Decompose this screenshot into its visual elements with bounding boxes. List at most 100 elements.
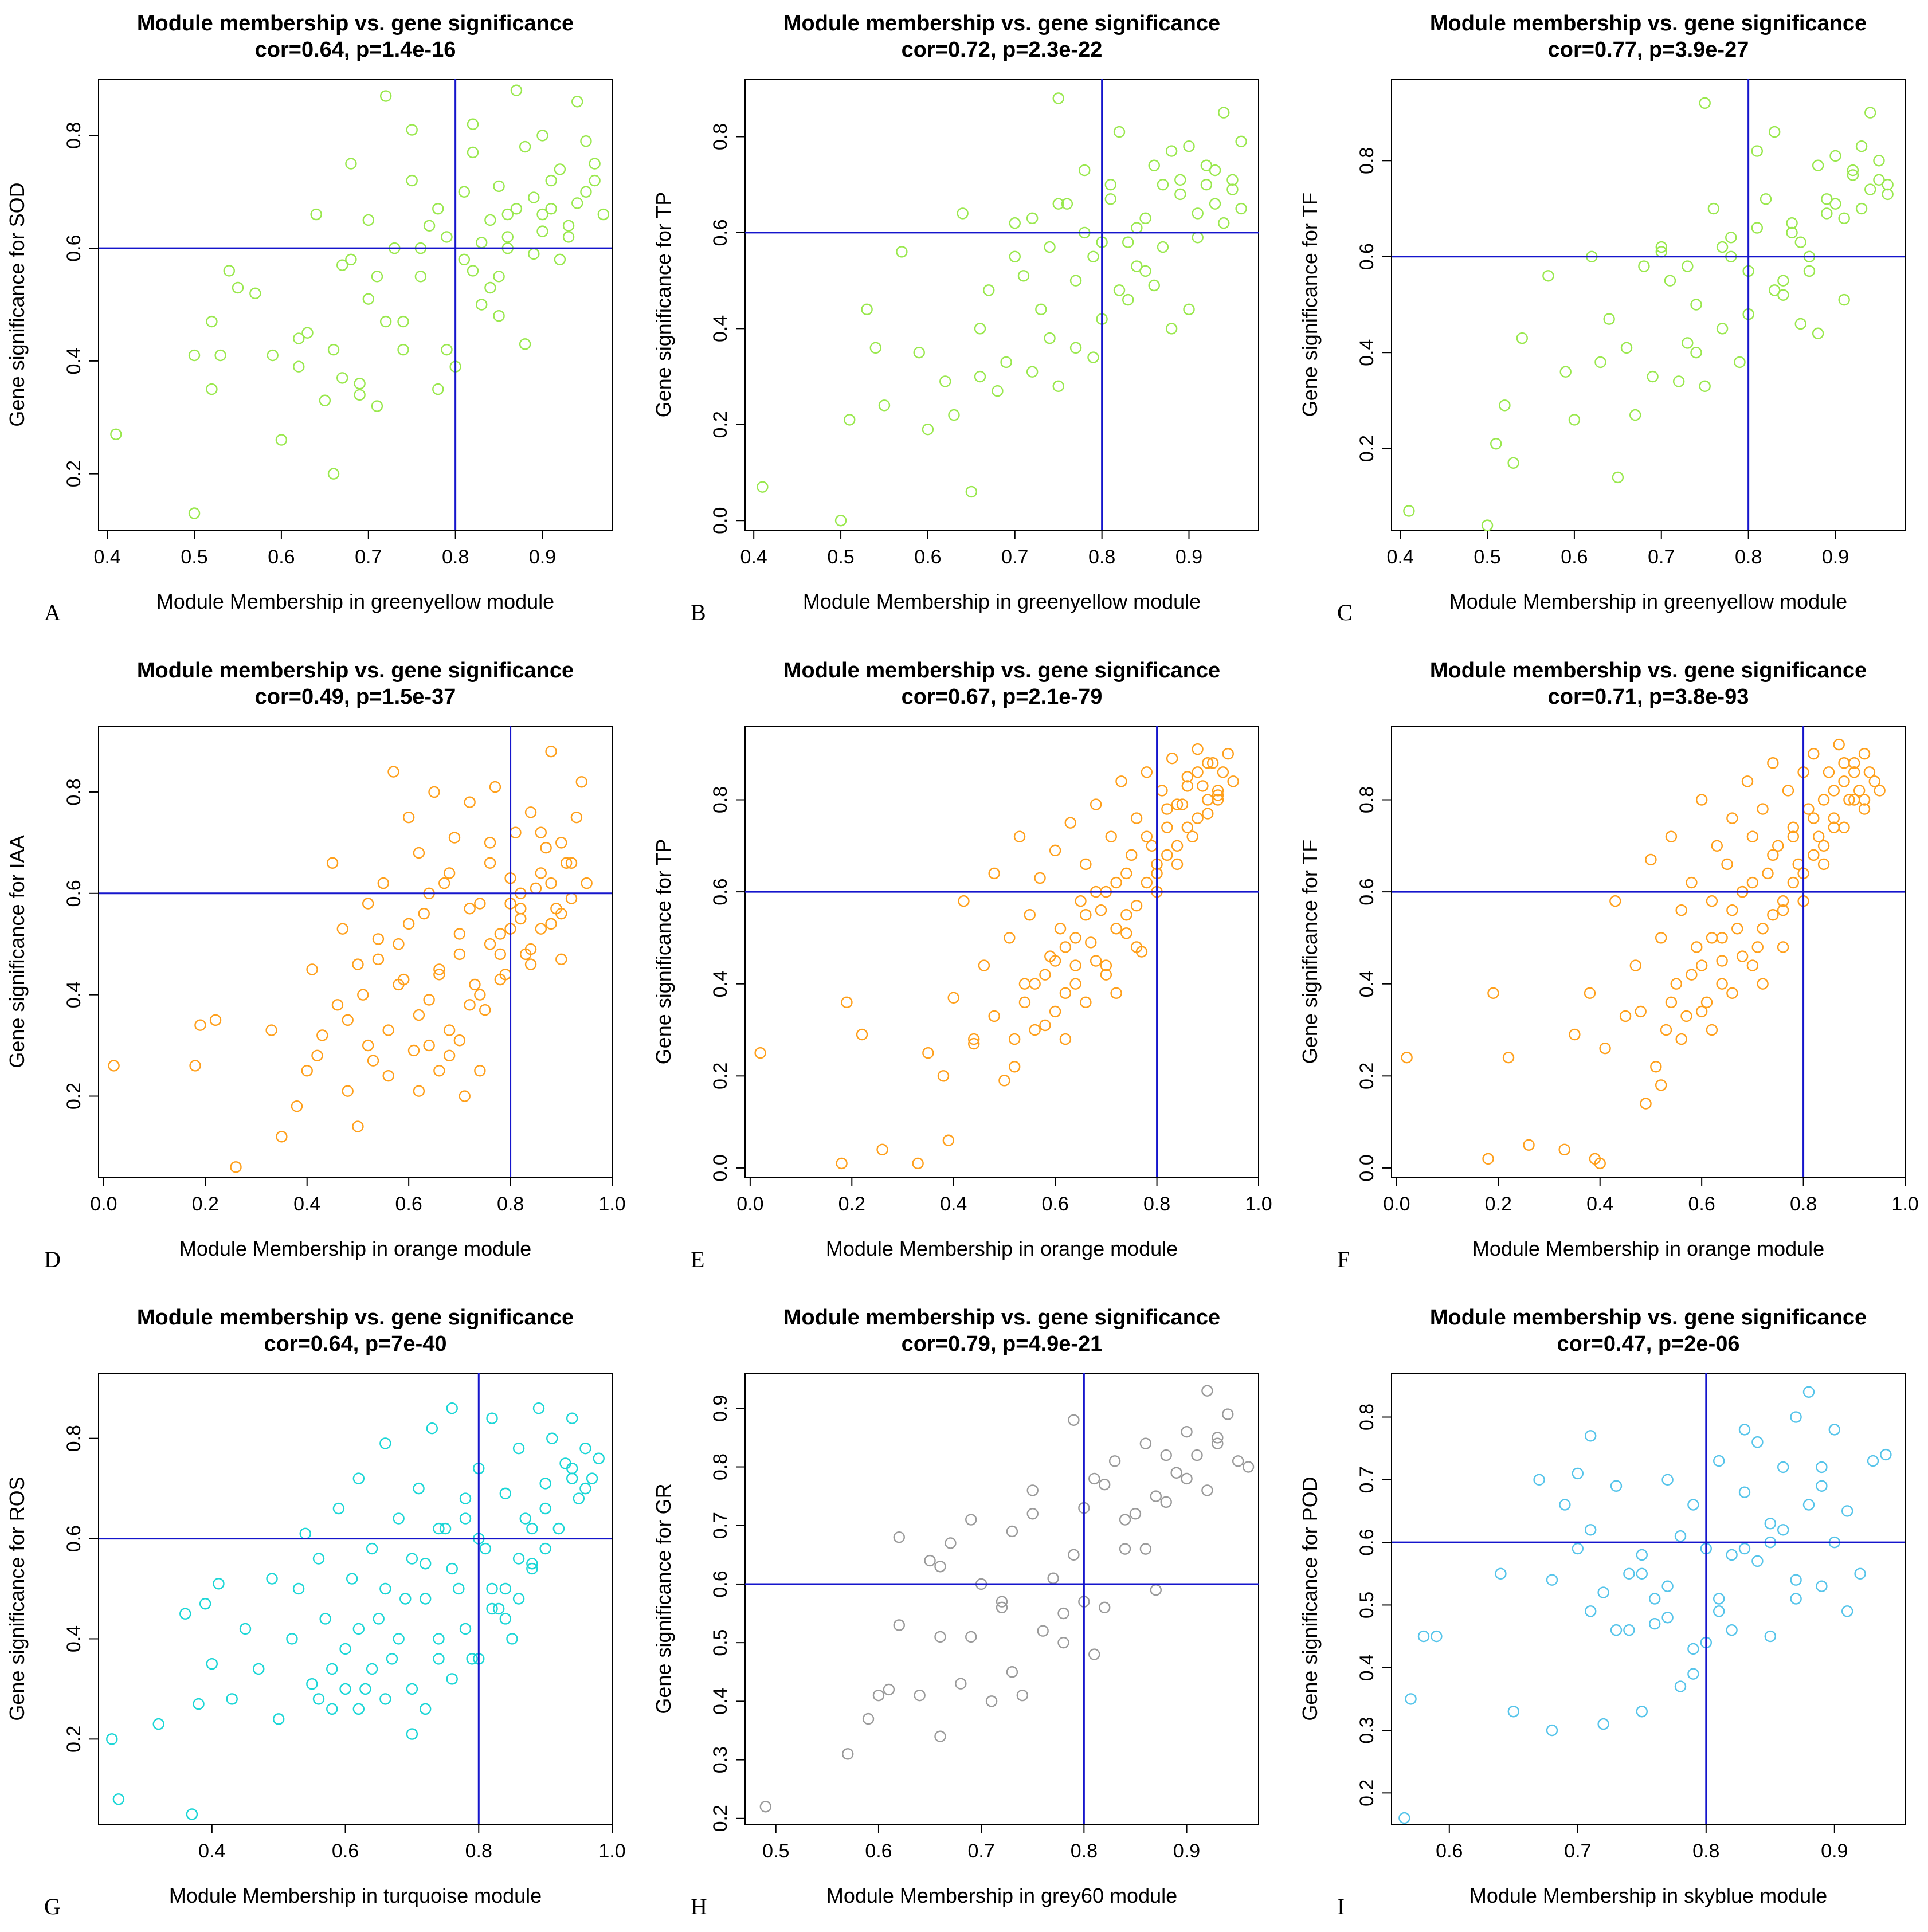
scatter-point — [1572, 1467, 1584, 1480]
scatter-point — [1610, 1480, 1623, 1492]
scatter-point — [1623, 1567, 1635, 1580]
scatter-point — [413, 1009, 425, 1021]
scatter-point — [1110, 987, 1122, 999]
scatter-point — [1523, 1139, 1535, 1151]
scatter-points — [1398, 1386, 1892, 1824]
scatter-point — [754, 1047, 766, 1059]
scatter-point — [1707, 202, 1720, 215]
scatter-point — [1572, 1542, 1584, 1555]
scatter-point — [446, 1562, 458, 1575]
scatter-point — [1829, 198, 1841, 210]
scatter-point — [357, 989, 369, 1001]
scatter-point — [501, 208, 514, 221]
scatter-point — [1120, 927, 1132, 939]
scatter-point — [1821, 207, 1833, 220]
scatter-point — [974, 370, 986, 383]
scatter-point — [327, 468, 340, 480]
x-tick-label: 0.8 — [1143, 1193, 1170, 1215]
scatter-point — [1057, 1607, 1069, 1620]
scatter-point — [379, 1693, 391, 1705]
scatter-point — [1738, 1424, 1751, 1436]
scatter-point — [306, 963, 318, 975]
scatter-point — [1088, 1472, 1100, 1485]
scatter-point — [1584, 1430, 1597, 1442]
scatter-point — [342, 1014, 354, 1026]
scatter-point — [1847, 164, 1859, 177]
scatter-point — [1794, 236, 1806, 248]
scatter-point — [393, 938, 405, 950]
scatter-point — [983, 284, 995, 296]
scatter-point — [493, 309, 505, 322]
y-tick-label: 0.7 — [1356, 1466, 1378, 1493]
y-tick-label: 0.2 — [63, 1083, 85, 1110]
scatter-point — [453, 1582, 465, 1595]
scatter-point — [1202, 757, 1214, 769]
panel-letter: G — [44, 1894, 61, 1919]
scatter-point — [373, 1613, 385, 1625]
scatter-point — [336, 923, 349, 935]
scatter-point — [1232, 1455, 1244, 1467]
scatter-point — [1650, 1061, 1662, 1073]
scatter-point — [1738, 1542, 1751, 1555]
scatter-point — [524, 943, 537, 955]
scatter-point — [1181, 771, 1194, 783]
y-tick-label: 0.6 — [1356, 878, 1378, 905]
scatter-point — [476, 299, 488, 311]
scatter-point — [1674, 1530, 1687, 1542]
scatter-point — [1808, 849, 1820, 861]
y-tick-label: 0.2 — [1356, 1063, 1378, 1090]
scatter-point — [1812, 830, 1825, 842]
scatter-point — [1699, 97, 1711, 109]
scatter-point — [1751, 941, 1764, 953]
scatter-point — [194, 1019, 206, 1031]
scatter-point — [519, 338, 531, 350]
scatter-point — [1713, 1605, 1725, 1617]
scatter-point — [1706, 932, 1718, 944]
scatter-point — [1113, 126, 1126, 138]
scatter-point — [312, 1553, 325, 1565]
y-tick-label: 0.5 — [710, 1629, 731, 1656]
scatter-point — [1655, 241, 1667, 253]
scatter-point — [1034, 872, 1046, 884]
scatter-point — [1867, 1455, 1879, 1467]
scatter-point — [443, 1049, 456, 1061]
y-axis-label: Gene significance for TF — [1298, 840, 1322, 1064]
scatter-point — [1105, 830, 1117, 842]
scatter-point — [958, 895, 970, 907]
scatter-point — [1665, 996, 1678, 1009]
scatter-point — [1757, 978, 1769, 990]
scatter-point — [914, 1689, 926, 1702]
scatter-point — [546, 1432, 558, 1444]
scatter-point — [519, 140, 531, 153]
scatter-point — [367, 1055, 379, 1067]
y-tick-label: 0.0 — [1356, 1154, 1378, 1181]
scatter-point — [438, 877, 450, 889]
scatter-point — [924, 1554, 936, 1567]
scatter-point — [239, 1623, 252, 1635]
scatter-point — [1059, 941, 1072, 953]
panel-letter: A — [44, 599, 61, 625]
scatter-point — [366, 1542, 378, 1555]
scatter-point — [878, 399, 891, 412]
scatter-point — [1061, 198, 1073, 210]
scatter-point — [1016, 1689, 1029, 1702]
scatter-point — [494, 973, 507, 986]
scatter-point — [1731, 923, 1743, 935]
scatter-point — [1044, 241, 1056, 253]
y-tick-label: 0.2 — [1356, 1780, 1378, 1806]
scatter-point — [293, 360, 305, 373]
scatter-point — [453, 1034, 466, 1047]
x-tick-label: 0.2 — [1485, 1193, 1512, 1215]
scatter-point — [1687, 1499, 1699, 1511]
scatter-point — [372, 933, 385, 945]
scatter-point — [1139, 265, 1151, 277]
scatter-point — [467, 146, 479, 159]
scatter-point — [1803, 265, 1816, 277]
scatter-point — [1816, 1480, 1828, 1492]
scatter-point — [1841, 1605, 1853, 1617]
scatter-point — [448, 832, 461, 844]
scatter-point — [893, 1619, 906, 1631]
scatter-point — [1080, 996, 1092, 1009]
panel-letter: I — [1337, 1894, 1345, 1919]
scatter-point — [1882, 178, 1894, 191]
